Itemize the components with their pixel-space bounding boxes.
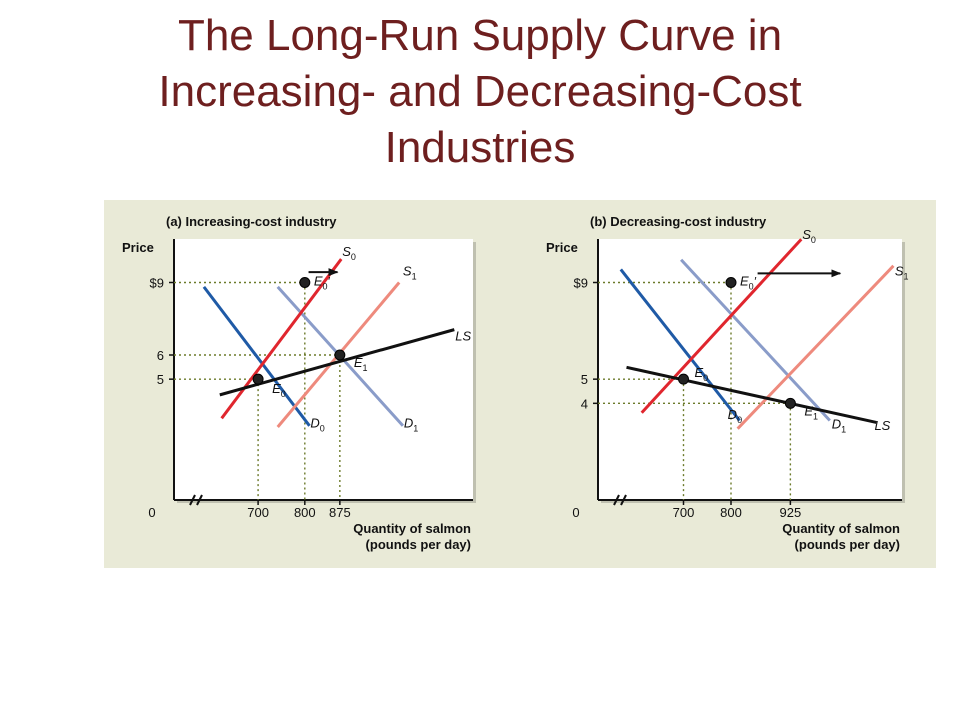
- x-tick-label: 700: [673, 505, 695, 520]
- y-tick-label: $9: [150, 276, 164, 291]
- axis-break-mark: [613, 494, 620, 506]
- curve-s0: [640, 238, 803, 414]
- slide-title-line-2: Increasing- and Decreasing-Cost: [158, 67, 802, 116]
- x-axis-label: Quantity of salmon: [353, 521, 471, 536]
- plot-area: [174, 239, 473, 500]
- slide-title: The Long-Run Supply Curve in Increasing-…: [80, 8, 880, 176]
- slide-title-line-1: The Long-Run Supply Curve in: [177, 11, 783, 60]
- x-tick-label: 875: [329, 505, 351, 520]
- equilibrium-point: [678, 373, 689, 385]
- y-tick-label: 5: [157, 372, 164, 387]
- figure-panel: (a) Increasing-cost industry Price D0 D1 S0 S…: [104, 200, 936, 568]
- curve-d0: [202, 285, 311, 427]
- x-axis-label: (pounds per day): [795, 537, 900, 552]
- curve-label-ls: LS: [874, 418, 890, 433]
- x-axis-label: Quantity of salmon: [782, 521, 900, 536]
- equilibrium-point: [784, 397, 796, 409]
- y-tick-label: 6: [157, 348, 164, 363]
- axis-break-mark: [620, 494, 627, 506]
- slide-title-line-3: Industries: [384, 123, 576, 172]
- x-tick-label: 700: [247, 505, 269, 520]
- equilibrium-point: [299, 277, 311, 288]
- axis-break-mark: [196, 494, 203, 506]
- curve-d0: [619, 268, 741, 422]
- equilibrium-point: [252, 373, 264, 385]
- x-tick-label: 0: [572, 505, 579, 520]
- equilibrium-point: [334, 349, 346, 361]
- y-tick-label: 5: [581, 372, 588, 387]
- curve-label-ls: LS: [455, 329, 471, 344]
- axis-break-mark: [189, 494, 196, 506]
- curve-s1: [736, 264, 895, 430]
- curve-d1: [680, 258, 831, 422]
- equilibrium-point: [725, 277, 737, 288]
- chart-title: (a) Increasing-cost industry: [166, 214, 337, 229]
- x-axis-label: (pounds per day): [366, 537, 471, 552]
- y-tick-label: $9: [574, 276, 588, 291]
- x-tick-label: 0: [148, 505, 155, 520]
- x-tick-label: 800: [294, 505, 316, 520]
- y-axis-label: Price: [546, 240, 578, 255]
- curve-s0: [220, 258, 343, 420]
- plot-area: [598, 239, 902, 500]
- y-axis-label: Price: [122, 240, 154, 255]
- x-tick-label: 925: [780, 505, 802, 520]
- y-tick-label: 4: [581, 396, 588, 411]
- chart-title: (b) Decreasing-cost industry: [590, 214, 767, 229]
- curve-ls: [626, 365, 877, 424]
- x-tick-label: 800: [720, 505, 742, 520]
